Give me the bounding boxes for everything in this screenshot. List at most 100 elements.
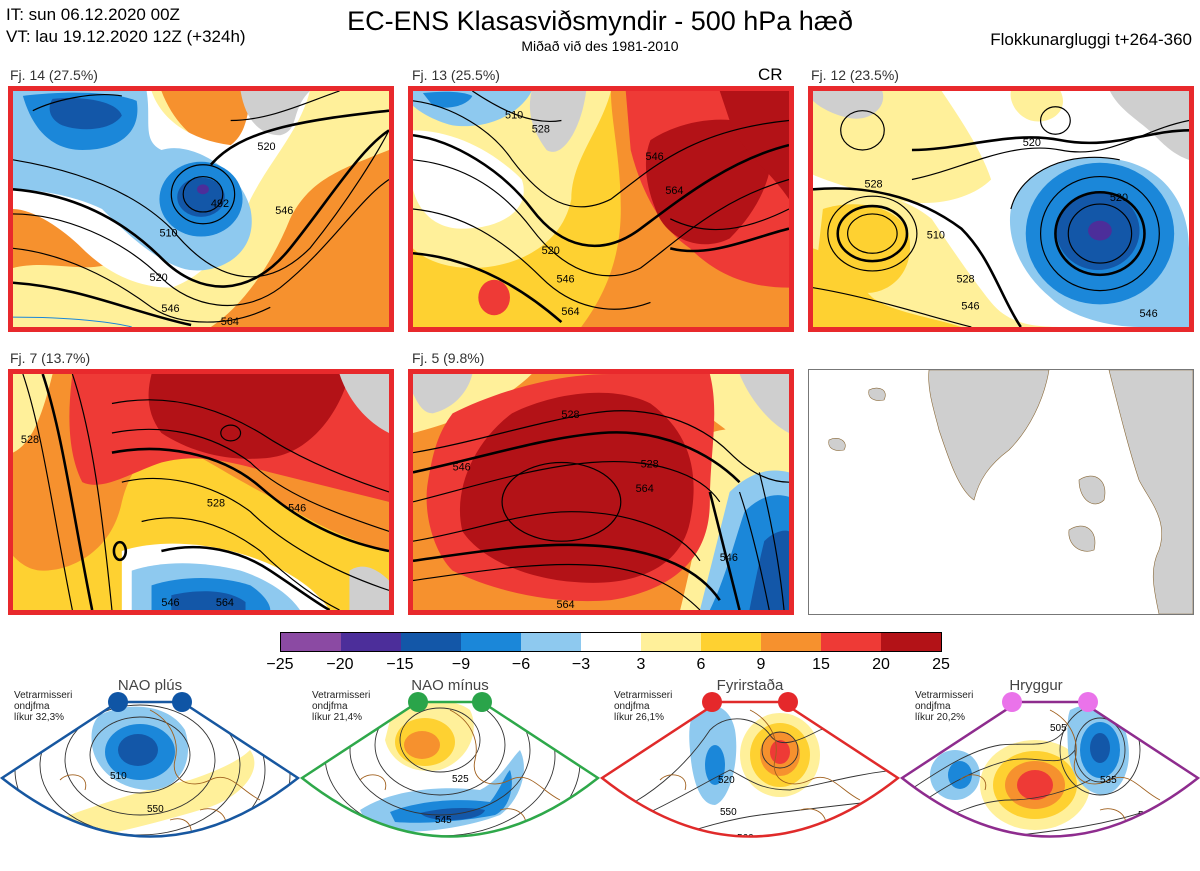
contour-label: 520 <box>1110 192 1128 204</box>
regime-title-4: Hryggur <box>1009 677 1063 694</box>
regime-note-2: Vetrarmisseri ondjfma líkur 21,4% <box>312 690 371 723</box>
colorbar-swatch <box>461 633 521 651</box>
init-time: IT: sun 06.12.2020 00Z <box>6 5 180 24</box>
contour-label: 505 <box>1050 723 1067 734</box>
regime-title-1: NAO plús <box>117 677 183 694</box>
cluster-map-1: 510 520 520 546 546 564 492 <box>8 86 394 332</box>
cluster-map-4: 528 546 546 564 528 <box>8 369 394 615</box>
regime-frame-2 <box>300 700 600 838</box>
colorbar-swatch <box>281 633 341 651</box>
colorbar-tick: −9 <box>451 656 471 673</box>
contour-label: 535 <box>1100 775 1117 786</box>
regime-note-1: Vetrarmisseri ondjfma líkur 32,3% <box>14 690 73 723</box>
contour-label: 565 <box>447 852 464 863</box>
colorbar-tick: −15 <box>386 656 414 673</box>
cluster-map-2: 510 520 546 546 564 564 528 <box>408 86 794 332</box>
colorbar-swatch <box>641 633 701 651</box>
base-map <box>808 369 1194 615</box>
contour-label: 510 <box>505 110 523 122</box>
contour-label: 528 <box>641 458 659 470</box>
contour-label: 560 <box>737 833 754 844</box>
page-title: EC-ENS Klasasviðsmyndir - 500 hPa hæð <box>347 6 853 36</box>
contour-label: 564 <box>665 185 683 197</box>
contour-label: 546 <box>161 303 179 315</box>
contour-label: 546 <box>961 300 979 312</box>
colorbar-tick: 25 <box>932 656 950 673</box>
contour-label: 520 <box>1023 137 1041 149</box>
cluster-tag-cr: CR <box>758 65 783 84</box>
contour-label: 564 <box>216 597 234 609</box>
regime-note-4: Vetrarmisseri ondjfma líkur 20,2% <box>915 690 974 723</box>
cluster-label-3: Fj. 12 (23.5%) <box>811 67 899 83</box>
contour-label: 528 <box>207 498 225 510</box>
colorbar-tick: −25 <box>266 656 294 673</box>
contour-label: 525 <box>452 774 469 785</box>
regime-map-2: 525 545 565 <box>300 692 600 863</box>
contour-label: 528 <box>956 274 974 286</box>
cluster-label-5: Fj. 5 (9.8%) <box>412 350 485 366</box>
regime-dot-1 <box>1002 692 1022 712</box>
colorbar-tick: −3 <box>571 656 591 673</box>
cluster-map-5: 528 546 564 546 564 528 <box>408 369 794 615</box>
colorbar-swatch <box>701 633 761 651</box>
regime-dot-1 <box>702 692 722 712</box>
contour-label: 564 <box>636 483 654 495</box>
colorbar-tick: 3 <box>636 656 646 673</box>
contour-label: 564 <box>556 599 574 610</box>
classification-window: Flokkunargluggi t+264-360 <box>990 30 1192 49</box>
regime-dot-2 <box>472 692 492 712</box>
contour-label: 564 <box>561 306 579 318</box>
colorbar-swatch <box>881 633 941 651</box>
contour-label: 510 <box>159 228 177 240</box>
cluster-map-3: 528 510 520 528 546 546 520 <box>808 86 1194 332</box>
contour-label: 528 <box>561 409 579 421</box>
contour-label: 520 <box>150 272 168 284</box>
contour-label: 546 <box>275 205 293 217</box>
contour-label: 510 <box>927 230 945 242</box>
regime-title-3: Fyrirstaða <box>716 677 784 694</box>
contour-label: 546 <box>646 151 664 163</box>
contour-label: 546 <box>556 274 574 286</box>
colorbar-swatch <box>341 633 401 651</box>
contour-label: 510 <box>110 771 127 782</box>
contour-label: 520 <box>542 245 560 257</box>
regime-map-4: 505 535 560 <box>900 692 1200 838</box>
regime-dot-2 <box>172 692 192 712</box>
regime-dot-2 <box>1078 692 1098 712</box>
cluster-label-1: Fj. 14 (27.5%) <box>10 67 98 83</box>
header-times: IT: sun 06.12.2020 00Z VT: lau 19.12.202… <box>6 4 246 48</box>
contour-label: 564 <box>221 316 239 327</box>
contour-label: 546 <box>161 597 179 609</box>
colorbar-tick: 15 <box>812 656 830 673</box>
contour-label: 520 <box>257 141 275 153</box>
colorbar-tick: −20 <box>326 656 354 673</box>
regime-dot-2 <box>778 692 798 712</box>
contour-label: 550 <box>147 804 164 815</box>
colorbar-swatch <box>521 633 581 651</box>
regime-map-3: 520 550 560 <box>600 692 900 844</box>
regime-map-1: 510 550 <box>0 692 300 838</box>
page-subtitle: Miðað við des 1981-2010 <box>521 38 679 54</box>
contour-label: 492 <box>211 198 229 210</box>
colorbar <box>280 632 942 652</box>
contour-label: 528 <box>532 123 550 135</box>
colorbar-tick: 9 <box>756 656 766 673</box>
regime-note-3: Vetrarmisseri ondjfma líkur 26,1% <box>614 690 673 723</box>
regime-title-2: NAO mínus <box>411 677 489 694</box>
colorbar-swatch <box>401 633 461 651</box>
contour-label: 546 <box>720 552 738 564</box>
regime-frame-3 <box>600 700 900 838</box>
contour-label: 550 <box>720 807 737 818</box>
cluster-label-2: Fj. 13 (25.5%) <box>412 67 500 83</box>
regime-dot-1 <box>108 692 128 712</box>
colorbar-swatch <box>821 633 881 651</box>
contour-label: 545 <box>435 815 452 826</box>
colorbar-swatch <box>581 633 641 651</box>
contour-label: 546 <box>288 503 306 515</box>
colorbar-tick: 20 <box>872 656 890 673</box>
contour-label: 546 <box>453 461 471 473</box>
colorbar-tick: 6 <box>696 656 706 673</box>
contour-label: 528 <box>21 434 39 446</box>
regime-frame-1 <box>0 700 300 838</box>
cluster-label-4: Fj. 7 (13.7%) <box>10 350 91 366</box>
